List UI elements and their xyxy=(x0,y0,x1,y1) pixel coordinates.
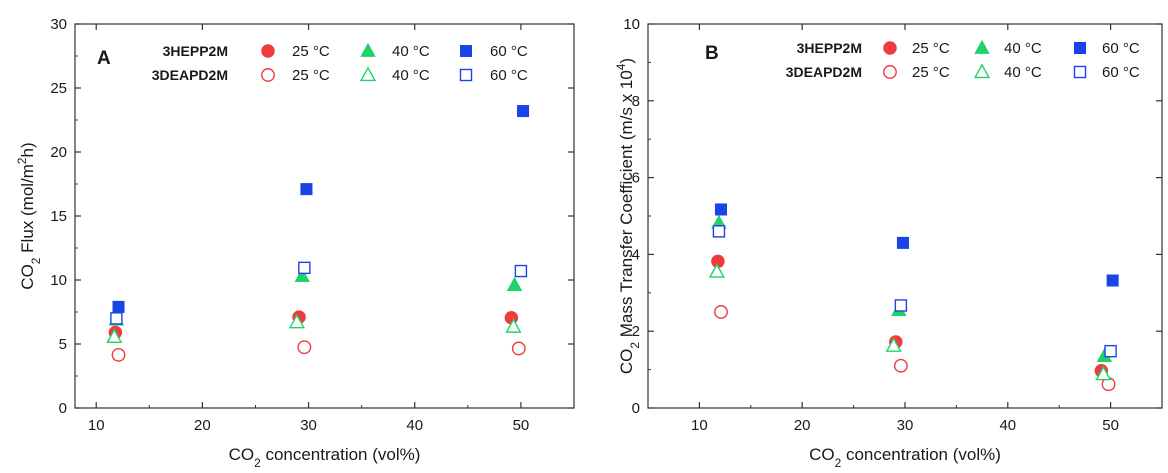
legend-marker xyxy=(360,42,376,57)
data-point xyxy=(708,263,725,278)
legend-marker xyxy=(261,68,275,82)
legend-marker xyxy=(261,44,275,58)
legend-temp-label: 40 °C xyxy=(1004,64,1042,81)
data-point xyxy=(714,203,728,216)
legend-marker xyxy=(459,44,473,58)
y-tick-label: 15 xyxy=(50,208,67,225)
x-tick-label: 30 xyxy=(897,417,914,434)
legend-marker xyxy=(973,63,991,79)
y-axis-ticks: 0 2 4 6 8 10 xyxy=(623,16,1162,417)
y-axis-ticks: 0 5 10 15 20 25 30 xyxy=(50,16,574,417)
y-tick-label: 6 xyxy=(632,170,640,187)
data-point xyxy=(300,183,313,196)
data-point xyxy=(893,358,908,373)
legend-marker xyxy=(1073,41,1087,55)
y-tick-label: 10 xyxy=(623,16,640,33)
data-point xyxy=(1106,274,1119,287)
y-tick-label: 5 xyxy=(59,336,67,353)
legend-temp-label: 40 °C xyxy=(1004,40,1042,57)
data-point xyxy=(511,341,526,356)
legend-temp-label: 60 °C xyxy=(490,43,528,60)
legend-group-label: 3HEPP2M xyxy=(797,40,862,56)
legend-marker xyxy=(883,65,897,79)
legend-temp-label: 60 °C xyxy=(1102,64,1140,81)
x-axis-ticks: 10 20 30 40 50 xyxy=(88,24,529,434)
legend-temp-label: 60 °C xyxy=(1102,40,1140,57)
legend-marker xyxy=(459,68,473,82)
data-point xyxy=(110,312,123,325)
y-axis-title: CO2 Flux (mol/m2h) xyxy=(15,142,43,289)
panel-label: A xyxy=(97,48,111,69)
y-tick-label: 10 xyxy=(50,272,67,289)
x-axis-title: CO2 concentration (vol%) xyxy=(229,445,421,468)
x-axis-ticks: 10 20 30 40 50 xyxy=(691,24,1119,434)
data-point xyxy=(894,299,908,312)
legend-group-label: 3DEAPD2M xyxy=(152,67,228,83)
data-point xyxy=(714,305,728,319)
data-point xyxy=(506,276,523,292)
x-tick-label: 30 xyxy=(300,417,317,434)
data-point xyxy=(712,225,726,238)
y-tick-label: 30 xyxy=(50,16,67,33)
x-tick-label: 10 xyxy=(691,417,708,434)
legend-temp-label: 40 °C xyxy=(392,67,430,84)
y-tick-label: 4 xyxy=(632,246,640,263)
x-tick-label: 40 xyxy=(999,417,1016,434)
x-tick-label: 50 xyxy=(513,417,530,434)
legend-temp-label: 25 °C xyxy=(912,40,950,57)
data-point xyxy=(885,337,902,352)
legend-marker xyxy=(974,39,990,54)
data-point xyxy=(1095,365,1112,381)
y-axis-title: CO2 Mass Transfer Coefficient (m/s x 104… xyxy=(614,58,642,374)
legend-group-label: 3DEAPD2M xyxy=(786,64,862,80)
y-tick-label: 0 xyxy=(632,400,640,417)
legend-temp-label: 40 °C xyxy=(392,43,430,60)
data-point xyxy=(298,261,311,275)
legend-marker xyxy=(1073,65,1087,79)
data-point xyxy=(514,264,528,278)
legend-temp-label: 25 °C xyxy=(912,64,950,81)
data-point xyxy=(288,313,305,329)
y-tick-label: 25 xyxy=(50,80,67,97)
data-points xyxy=(106,105,530,362)
data-point xyxy=(505,318,522,333)
y-tick-label: 8 xyxy=(632,93,640,110)
legend: 3HEPP2M 25 °C 40 °C 60 °C 3DEAPD2M 25 °C 40 °C… xyxy=(786,39,1140,81)
legend-group-label: 3HEPP2M xyxy=(163,43,228,59)
legend-marker xyxy=(359,66,377,82)
legend: 3HEPP2M 25 °C 40 °C 60 °C 3DEAPD2M 25 °C 40 °C… xyxy=(152,42,528,84)
data-point xyxy=(294,267,310,283)
data-point xyxy=(896,236,909,249)
data-point xyxy=(106,328,123,344)
legend-temp-label: 25 °C xyxy=(292,67,330,84)
panel-label: B xyxy=(705,43,719,64)
x-tick-label: 50 xyxy=(1102,417,1119,434)
x-tick-label: 20 xyxy=(194,417,211,434)
x-tick-label: 20 xyxy=(794,417,811,434)
y-tick-label: 0 xyxy=(59,400,67,417)
panel-b: 10 20 30 40 50 0 2 4 6 8 10 CO2 concentration (vol%… xyxy=(614,16,1163,470)
data-point xyxy=(1104,344,1117,358)
legend-temp-label: 60 °C xyxy=(490,67,528,84)
legend-temp-label: 25 °C xyxy=(292,43,330,60)
x-axis-title: CO2 concentration (vol%) xyxy=(809,445,1001,468)
data-point xyxy=(297,340,312,355)
data-point xyxy=(112,300,125,313)
y-tick-label: 20 xyxy=(50,144,67,161)
plot-frame xyxy=(647,23,1163,409)
y-tick-label: 2 xyxy=(632,323,640,340)
x-tick-label: 40 xyxy=(406,417,423,434)
data-points xyxy=(708,203,1119,392)
data-point xyxy=(517,105,530,118)
x-tick-label: 10 xyxy=(88,417,105,434)
data-point xyxy=(111,347,126,362)
panel-a: 10 20 30 40 50 0 5 10 15 20 25 30 CO2 concentration … xyxy=(15,16,575,470)
legend-marker xyxy=(883,41,897,55)
